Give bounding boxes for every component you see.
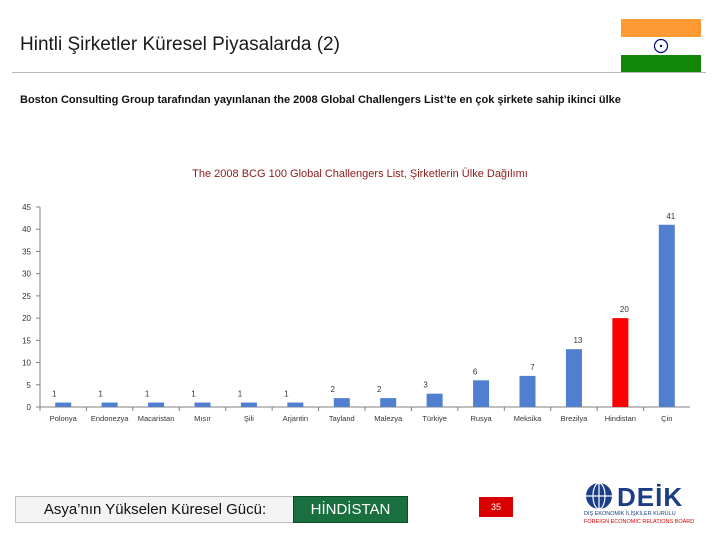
x-tick-label: Endonezya — [91, 414, 129, 423]
bar-8 — [426, 393, 443, 407]
y-tick-label: 15 — [22, 336, 31, 345]
bar-13 — [658, 224, 675, 407]
deik-logo: DEİK DIŞ EKONOMİK İLİŞKİLER KURULU FOREI… — [584, 479, 708, 527]
bar-6 — [333, 398, 350, 407]
x-tick-label: Malezya — [374, 414, 403, 423]
bar-9 — [473, 380, 490, 407]
logo-subtitle-tr: DIŞ EKONOMİK İLİŞKİLER KURULU — [584, 511, 676, 517]
data-label: 1 — [191, 390, 196, 399]
page-number: 35 — [479, 497, 513, 517]
x-tick-label: Türkiye — [422, 414, 447, 423]
logo-wordmark: DEİK — [617, 482, 684, 512]
y-tick-label: 20 — [22, 314, 31, 323]
data-label: 3 — [423, 381, 428, 390]
y-tick-label: 10 — [22, 359, 31, 368]
y-tick-label: 40 — [22, 225, 31, 234]
data-label: 13 — [573, 336, 582, 345]
data-label: 6 — [473, 367, 478, 376]
bar-0 — [55, 402, 72, 407]
data-label: 1 — [145, 390, 150, 399]
globe-icon — [586, 482, 612, 510]
flag-green-stripe — [621, 55, 701, 73]
bar-5 — [287, 402, 304, 407]
x-tick-label: Polonya — [50, 414, 78, 423]
x-tick-label: Mısır — [194, 414, 211, 423]
x-tick-label: Meksika — [514, 414, 542, 423]
bar-7 — [380, 398, 397, 407]
data-label: 2 — [331, 385, 336, 394]
footer-caption: Asya’nın Yükselen Küresel Gücü: — [15, 496, 295, 523]
y-tick-label: 35 — [22, 247, 31, 256]
x-tick-label: Şili — [244, 414, 254, 423]
bar-11 — [565, 349, 582, 407]
bar-12 — [612, 318, 629, 407]
x-tick-label: Rusya — [470, 414, 492, 423]
bar-3 — [194, 402, 211, 407]
data-label: 20 — [620, 305, 629, 314]
slide-title: Hintli Şirketler Küresel Piyasalarda (2) — [20, 34, 340, 55]
data-label: 7 — [530, 363, 535, 372]
data-label: 1 — [98, 390, 103, 399]
title-divider — [12, 72, 706, 73]
bar-2 — [148, 402, 165, 407]
bar-10 — [519, 375, 536, 407]
y-tick-label: 30 — [22, 270, 31, 279]
data-label: 1 — [52, 390, 57, 399]
logo-subtitle-en: FOREIGN ECONOMIC RELATIONS BOARD — [584, 519, 695, 525]
x-tick-label: Tayland — [329, 414, 355, 423]
chart-title: The 2008 BCG 100 Global Challengers List… — [192, 168, 528, 180]
footer-country-label: HİNDİSTAN — [293, 496, 408, 523]
data-label: 41 — [666, 212, 675, 221]
y-tick-label: 45 — [22, 203, 31, 212]
x-tick-label: Arjantin — [283, 414, 308, 423]
x-tick-label: Çin — [661, 414, 672, 423]
bar-4 — [240, 402, 257, 407]
y-tick-label: 5 — [27, 381, 32, 390]
chakra-hub — [659, 44, 663, 48]
ashoka-chakra-icon — [653, 38, 669, 54]
bar-1 — [101, 402, 118, 407]
data-label: 2 — [377, 385, 382, 394]
x-tick-label: Brezilya — [561, 414, 589, 423]
india-flag-icon — [621, 19, 701, 73]
data-label: 1 — [238, 390, 243, 399]
x-tick-label: Hindistan — [605, 414, 636, 423]
x-tick-label: Macaristan — [138, 414, 175, 423]
slide-subtitle: Boston Consulting Group tarafından yayın… — [20, 94, 621, 106]
bar-chart: 0 5 10 15 20 25 30 35 40 45 1 Polonya 1 Endonezya 1 Mac… — [22, 203, 690, 423]
data-label: 1 — [284, 390, 289, 399]
y-tick-label: 0 — [27, 403, 32, 412]
y-tick-label: 25 — [22, 292, 31, 301]
flag-saffron-stripe — [621, 19, 701, 37]
